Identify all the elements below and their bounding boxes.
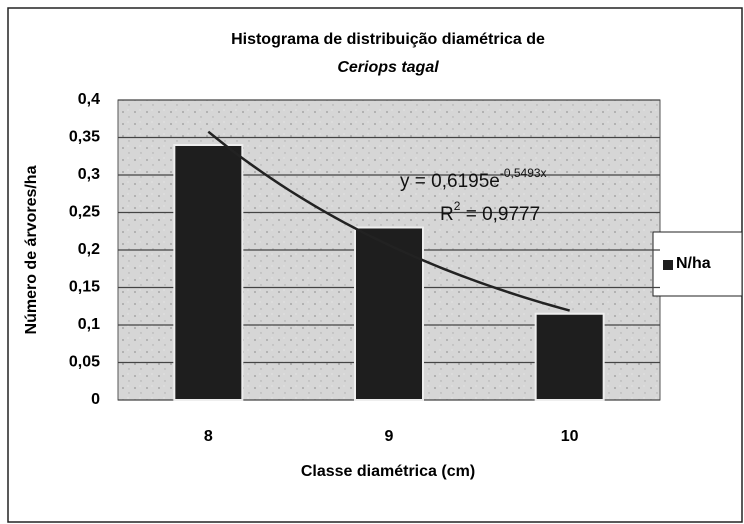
y-tick-label: 0,4 [78,91,100,108]
legend-label: N/ha [676,255,711,272]
y-axis-label: Número de árvores/ha [23,165,40,334]
bar [173,144,244,401]
bar [354,226,424,401]
x-tick-label: 9 [385,428,394,445]
y-tick-label: 0,3 [78,166,100,183]
equation-exponent: -0,5493x [500,166,547,180]
y-tick-label: 0,25 [69,204,100,221]
trend-r2: R2 = 0,9777 [440,199,540,225]
y-tick-label: 0 [91,391,100,408]
trend-equation: y = 0,6195e-0,5493x [400,166,547,192]
x-tick-label: 8 [204,428,213,445]
r2-power: 2 [454,199,461,213]
equation-base: y = 0,6195e [400,171,500,192]
legend-swatch [663,260,673,270]
y-tick-label: 0,35 [69,129,100,146]
trendline [207,130,571,312]
r2-base: R [440,204,454,225]
r2-value: = 0,9777 [460,204,540,225]
y-tick-label: 0,15 [69,279,100,296]
y-tick-label: 0,2 [78,241,100,258]
x-tick-label: 10 [561,428,579,445]
x-axis-label: Classe diamétrica (cm) [301,463,475,480]
chart-subtitle: Ceriops tagal [337,59,439,76]
bar [534,312,605,401]
y-tick-label: 0,05 [69,354,100,371]
y-tick-label: 0,1 [78,316,100,333]
chart-title: Histograma de distribuição diamétrica de [231,31,545,48]
